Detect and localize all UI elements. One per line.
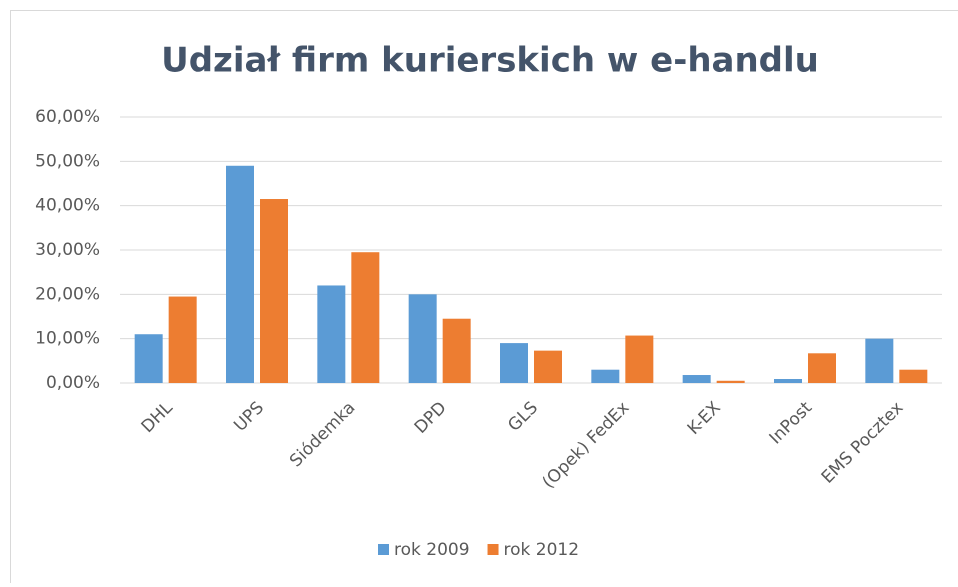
legend-label: rok 2009 [394,540,470,560]
legend-label: rok 2012 [504,540,580,560]
chart-border [11,11,958,584]
bar [500,343,528,383]
bar [409,294,437,383]
y-tick-label: 30,00% [35,240,100,260]
y-tick-label: 60,00% [35,107,100,127]
bar [774,379,802,383]
chart-title: Udział firm kurierskich w e-handlu [161,41,819,81]
bar [260,199,288,383]
bar [865,339,893,383]
bar [443,319,471,383]
y-tick-label: 20,00% [35,284,100,304]
bar [625,336,653,383]
bar [534,351,562,383]
bar [317,285,345,383]
legend-swatch [488,544,499,555]
y-tick-label: 0,00% [46,373,100,393]
bar [808,353,836,383]
bar [717,381,745,383]
legend-swatch [378,544,389,555]
bar [351,252,379,383]
y-tick-label: 50,00% [35,151,100,171]
bar [591,370,619,383]
bar [135,334,163,383]
y-tick-label: 40,00% [35,196,100,216]
bar [899,370,927,383]
y-tick-label: 10,00% [35,329,100,349]
bar [683,375,711,383]
bar [226,166,254,383]
bar [169,297,197,383]
